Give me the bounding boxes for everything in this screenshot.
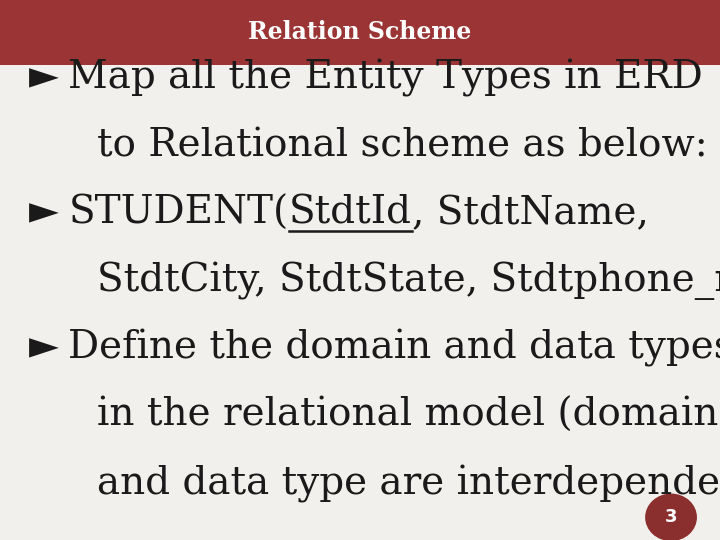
- Text: Relation Scheme: Relation Scheme: [248, 21, 472, 44]
- Text: and data type are interdependent): and data type are interdependent): [97, 464, 720, 503]
- Text: , StdtName,: , StdtName,: [412, 195, 649, 232]
- Text: StdtId: StdtId: [289, 195, 412, 232]
- Ellipse shape: [645, 494, 697, 540]
- Text: STUDENT(: STUDENT(: [68, 195, 289, 232]
- Text: ►: ►: [29, 195, 58, 232]
- Text: Define the domain and data types: Define the domain and data types: [68, 329, 720, 367]
- Text: StdtCity, StdtState, Stdtphone_no): StdtCity, StdtState, Stdtphone_no): [97, 261, 720, 300]
- Text: Map all the Entity Types in ERD: Map all the Entity Types in ERD: [68, 59, 703, 97]
- Text: 3: 3: [665, 508, 678, 526]
- Text: in the relational model (domain: in the relational model (domain: [97, 397, 719, 434]
- Text: ►: ►: [29, 330, 58, 367]
- Text: ►: ►: [29, 60, 58, 97]
- FancyBboxPatch shape: [0, 0, 720, 65]
- Text: to Relational scheme as below:: to Relational scheme as below:: [97, 127, 708, 164]
